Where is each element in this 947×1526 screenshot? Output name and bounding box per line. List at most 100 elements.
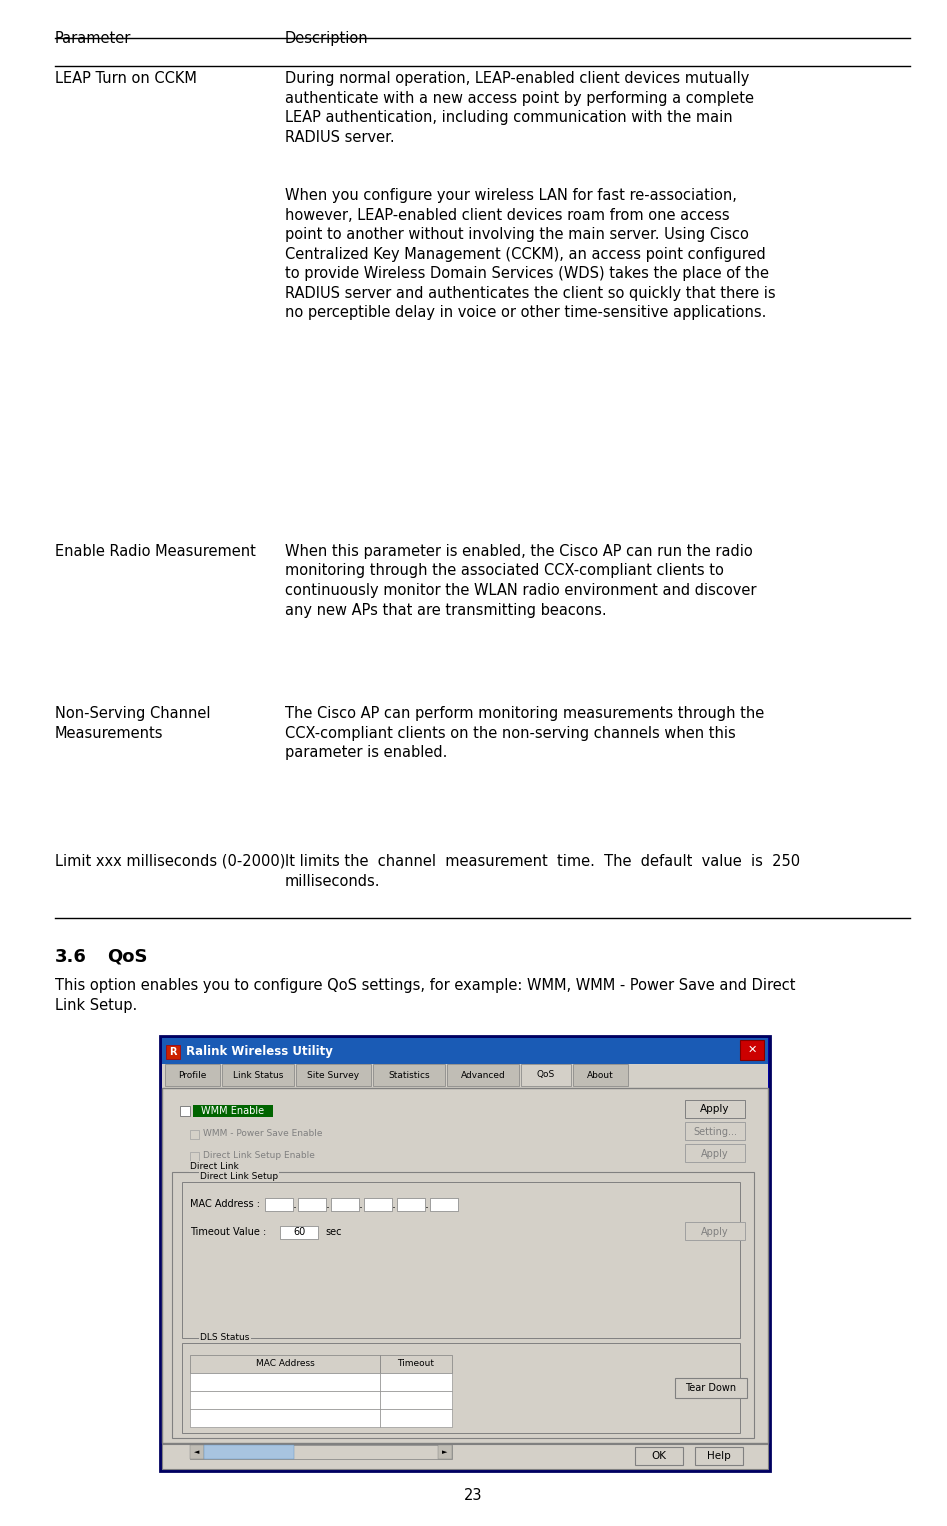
Bar <box>298 1198 326 1212</box>
Text: Link Setup.: Link Setup. <box>55 998 137 1013</box>
Text: Direct Link Setup: Direct Link Setup <box>200 1172 278 1181</box>
Bar <box>573 1064 628 1087</box>
Text: Setting...: Setting... <box>693 1128 737 1137</box>
Text: RADIUS server and authenticates the client so quickly that there is: RADIUS server and authenticates the clie… <box>285 285 776 301</box>
Text: .: . <box>392 1198 396 1210</box>
Text: This option enables you to configure QoS settings, for example: WMM, WMM - Power: This option enables you to configure QoS… <box>55 978 795 993</box>
Text: no perceptible delay in voice or other time-sensitive applications.: no perceptible delay in voice or other t… <box>285 305 766 320</box>
Text: CCX-compliant clients on the non-serving channels when this: CCX-compliant clients on the non-serving… <box>285 725 736 740</box>
Bar <box>397 1198 425 1212</box>
Text: RADIUS server.: RADIUS server. <box>285 130 395 145</box>
Bar <box>182 1183 740 1338</box>
Text: Timeout Value :: Timeout Value : <box>190 1227 266 1238</box>
Text: WMM Enable: WMM Enable <box>202 1106 264 1116</box>
Bar <box>380 1392 452 1408</box>
Text: Ralink Wireless Utility: Ralink Wireless Utility <box>186 1044 333 1058</box>
Bar <box>166 1045 180 1059</box>
Bar <box>685 1222 745 1241</box>
Text: QoS: QoS <box>107 948 148 966</box>
Bar <box>172 1172 754 1437</box>
Bar <box>204 1445 294 1459</box>
Text: The Cisco AP can perform monitoring measurements through the: The Cisco AP can perform monitoring meas… <box>285 707 764 720</box>
Text: continuously monitor the WLAN radio environment and discover: continuously monitor the WLAN radio envi… <box>285 583 757 598</box>
Bar <box>162 1088 768 1444</box>
Bar <box>635 1447 683 1465</box>
Text: .: . <box>359 1198 363 1210</box>
Text: any new APs that are transmitting beacons.: any new APs that are transmitting beacon… <box>285 603 607 618</box>
Bar <box>521 1064 571 1087</box>
Text: QoS: QoS <box>537 1071 555 1079</box>
Text: When you configure your wireless LAN for fast re-association,: When you configure your wireless LAN for… <box>285 188 737 203</box>
Text: About: About <box>587 1071 614 1079</box>
Text: During normal operation, LEAP-enabled client devices mutually: During normal operation, LEAP-enabled cl… <box>285 72 749 85</box>
Bar <box>695 1447 743 1465</box>
Bar <box>331 1198 359 1212</box>
Text: Limit xxx milliseconds (0-2000): Limit xxx milliseconds (0-2000) <box>55 855 285 868</box>
Text: Link Status: Link Status <box>233 1071 283 1079</box>
Bar <box>190 1373 380 1392</box>
Text: .: . <box>425 1198 429 1210</box>
Text: authenticate with a new access point by performing a complete: authenticate with a new access point by … <box>285 90 754 105</box>
Text: Parameter: Parameter <box>55 31 132 46</box>
Bar <box>685 1144 745 1161</box>
Text: 60: 60 <box>293 1227 305 1238</box>
Text: Direct Link: Direct Link <box>190 1161 239 1170</box>
Bar <box>364 1198 392 1212</box>
Text: monitoring through the associated CCX-compliant clients to: monitoring through the associated CCX-co… <box>285 563 724 578</box>
Text: Profile: Profile <box>178 1071 206 1079</box>
Text: R: R <box>170 1047 177 1058</box>
Bar <box>280 1225 318 1239</box>
Bar <box>373 1064 445 1087</box>
Bar <box>740 1041 764 1061</box>
Bar <box>162 1038 768 1064</box>
Text: however, LEAP-enabled client devices roam from one access: however, LEAP-enabled client devices roa… <box>285 208 729 223</box>
Bar <box>447 1064 519 1087</box>
Text: Apply: Apply <box>701 1227 729 1238</box>
Text: ✕: ✕ <box>747 1045 757 1054</box>
Text: Help: Help <box>707 1451 731 1460</box>
Bar <box>190 1445 204 1459</box>
Bar <box>190 1355 380 1373</box>
Text: LEAP Turn on CCKM: LEAP Turn on CCKM <box>55 72 197 85</box>
Text: DLS Status: DLS Status <box>200 1334 249 1341</box>
Text: .: . <box>293 1198 297 1210</box>
Text: When this parameter is enabled, the Cisco AP can run the radio: When this parameter is enabled, the Cisc… <box>285 543 753 559</box>
Text: Description: Description <box>285 31 368 46</box>
Text: 3.6: 3.6 <box>55 948 87 966</box>
Text: Centralized Key Management (CCKM), an access point configured: Centralized Key Management (CCKM), an ac… <box>285 247 766 261</box>
Text: Tear Down: Tear Down <box>686 1383 737 1393</box>
Text: ◄: ◄ <box>194 1450 200 1454</box>
Bar <box>438 1445 452 1459</box>
Bar <box>162 1064 768 1088</box>
Bar <box>296 1064 371 1087</box>
Bar <box>162 1444 768 1470</box>
Text: milliseconds.: milliseconds. <box>285 873 381 888</box>
Bar <box>222 1064 294 1087</box>
Bar <box>190 1152 199 1161</box>
Text: WMM - Power Save Enable: WMM - Power Save Enable <box>203 1129 323 1138</box>
Bar <box>430 1198 458 1212</box>
Text: sec: sec <box>325 1227 342 1238</box>
Text: Advanced: Advanced <box>460 1071 506 1079</box>
Bar <box>190 1408 380 1427</box>
Bar <box>182 1343 740 1433</box>
Bar <box>380 1373 452 1392</box>
Text: 23: 23 <box>464 1488 483 1503</box>
Text: Apply: Apply <box>700 1103 730 1114</box>
Text: MAC Address :: MAC Address : <box>190 1199 260 1209</box>
Bar <box>190 1445 452 1459</box>
Bar <box>165 1064 220 1087</box>
Bar <box>193 1105 273 1117</box>
Text: Timeout: Timeout <box>398 1360 435 1369</box>
Bar <box>380 1408 452 1427</box>
Text: .: . <box>326 1198 330 1210</box>
Bar <box>675 1378 747 1398</box>
Bar <box>180 1106 190 1116</box>
Text: Site Survey: Site Survey <box>308 1071 360 1079</box>
Text: OK: OK <box>652 1451 667 1460</box>
Text: parameter is enabled.: parameter is enabled. <box>285 745 447 760</box>
Text: ►: ► <box>442 1450 448 1454</box>
Bar <box>190 1392 380 1408</box>
Text: Statistics: Statistics <box>388 1071 430 1079</box>
Text: Measurements: Measurements <box>55 725 164 740</box>
